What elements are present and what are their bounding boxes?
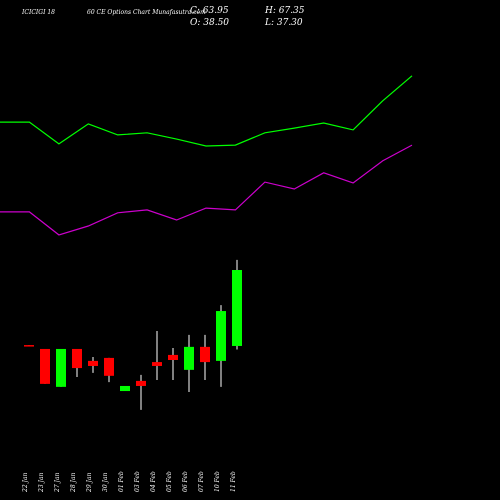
chart-title: ICICIGI 18 (21, 9, 55, 16)
x-tick-label: 11 Feb (230, 471, 237, 492)
x-tick-label: 29 Jan (86, 472, 93, 493)
candle-body (40, 348, 50, 384)
candle-body (168, 354, 178, 360)
candle-body (24, 345, 34, 347)
x-tick-label: 27 Jan (54, 472, 61, 493)
candle-body (136, 380, 146, 386)
candle-body (200, 346, 210, 363)
low-label: L: 37.30 (264, 18, 303, 28)
candle-body (72, 348, 82, 369)
close-label: C: 63.95 (190, 6, 229, 16)
x-tick-label: 01 Feb (118, 471, 125, 492)
x-tick-label: 07 Feb (198, 471, 205, 492)
x-tick-label: 04 Feb (150, 471, 157, 492)
candle-body (216, 311, 226, 361)
candle-body (120, 385, 130, 392)
chart-subtitle: 60 CE Options Chart Munafasutra.com (87, 9, 206, 16)
x-tick-label: 05 Feb (166, 471, 173, 492)
candle-body (152, 362, 162, 366)
x-tick-label: 28 Jan (70, 472, 77, 493)
x-tick-label: 10 Feb (214, 471, 221, 492)
x-tick-label: 22 Jan (22, 472, 29, 493)
open-label: O: 38.50 (190, 18, 229, 28)
candle-body (56, 348, 66, 387)
indicator-line (0, 75, 413, 147)
candle-body (88, 360, 98, 366)
x-tick-label: 23 Jan (38, 472, 45, 493)
candle-body (232, 270, 242, 346)
x-tick-label: 06 Feb (182, 471, 189, 492)
x-tick-label: 30 Jan (102, 472, 109, 492)
high-label: H: 67.35 (264, 6, 305, 16)
candle-body (184, 346, 194, 370)
x-tick-label: 03 Feb (134, 471, 141, 492)
candle-body (104, 357, 114, 376)
indicator-line (0, 144, 413, 236)
